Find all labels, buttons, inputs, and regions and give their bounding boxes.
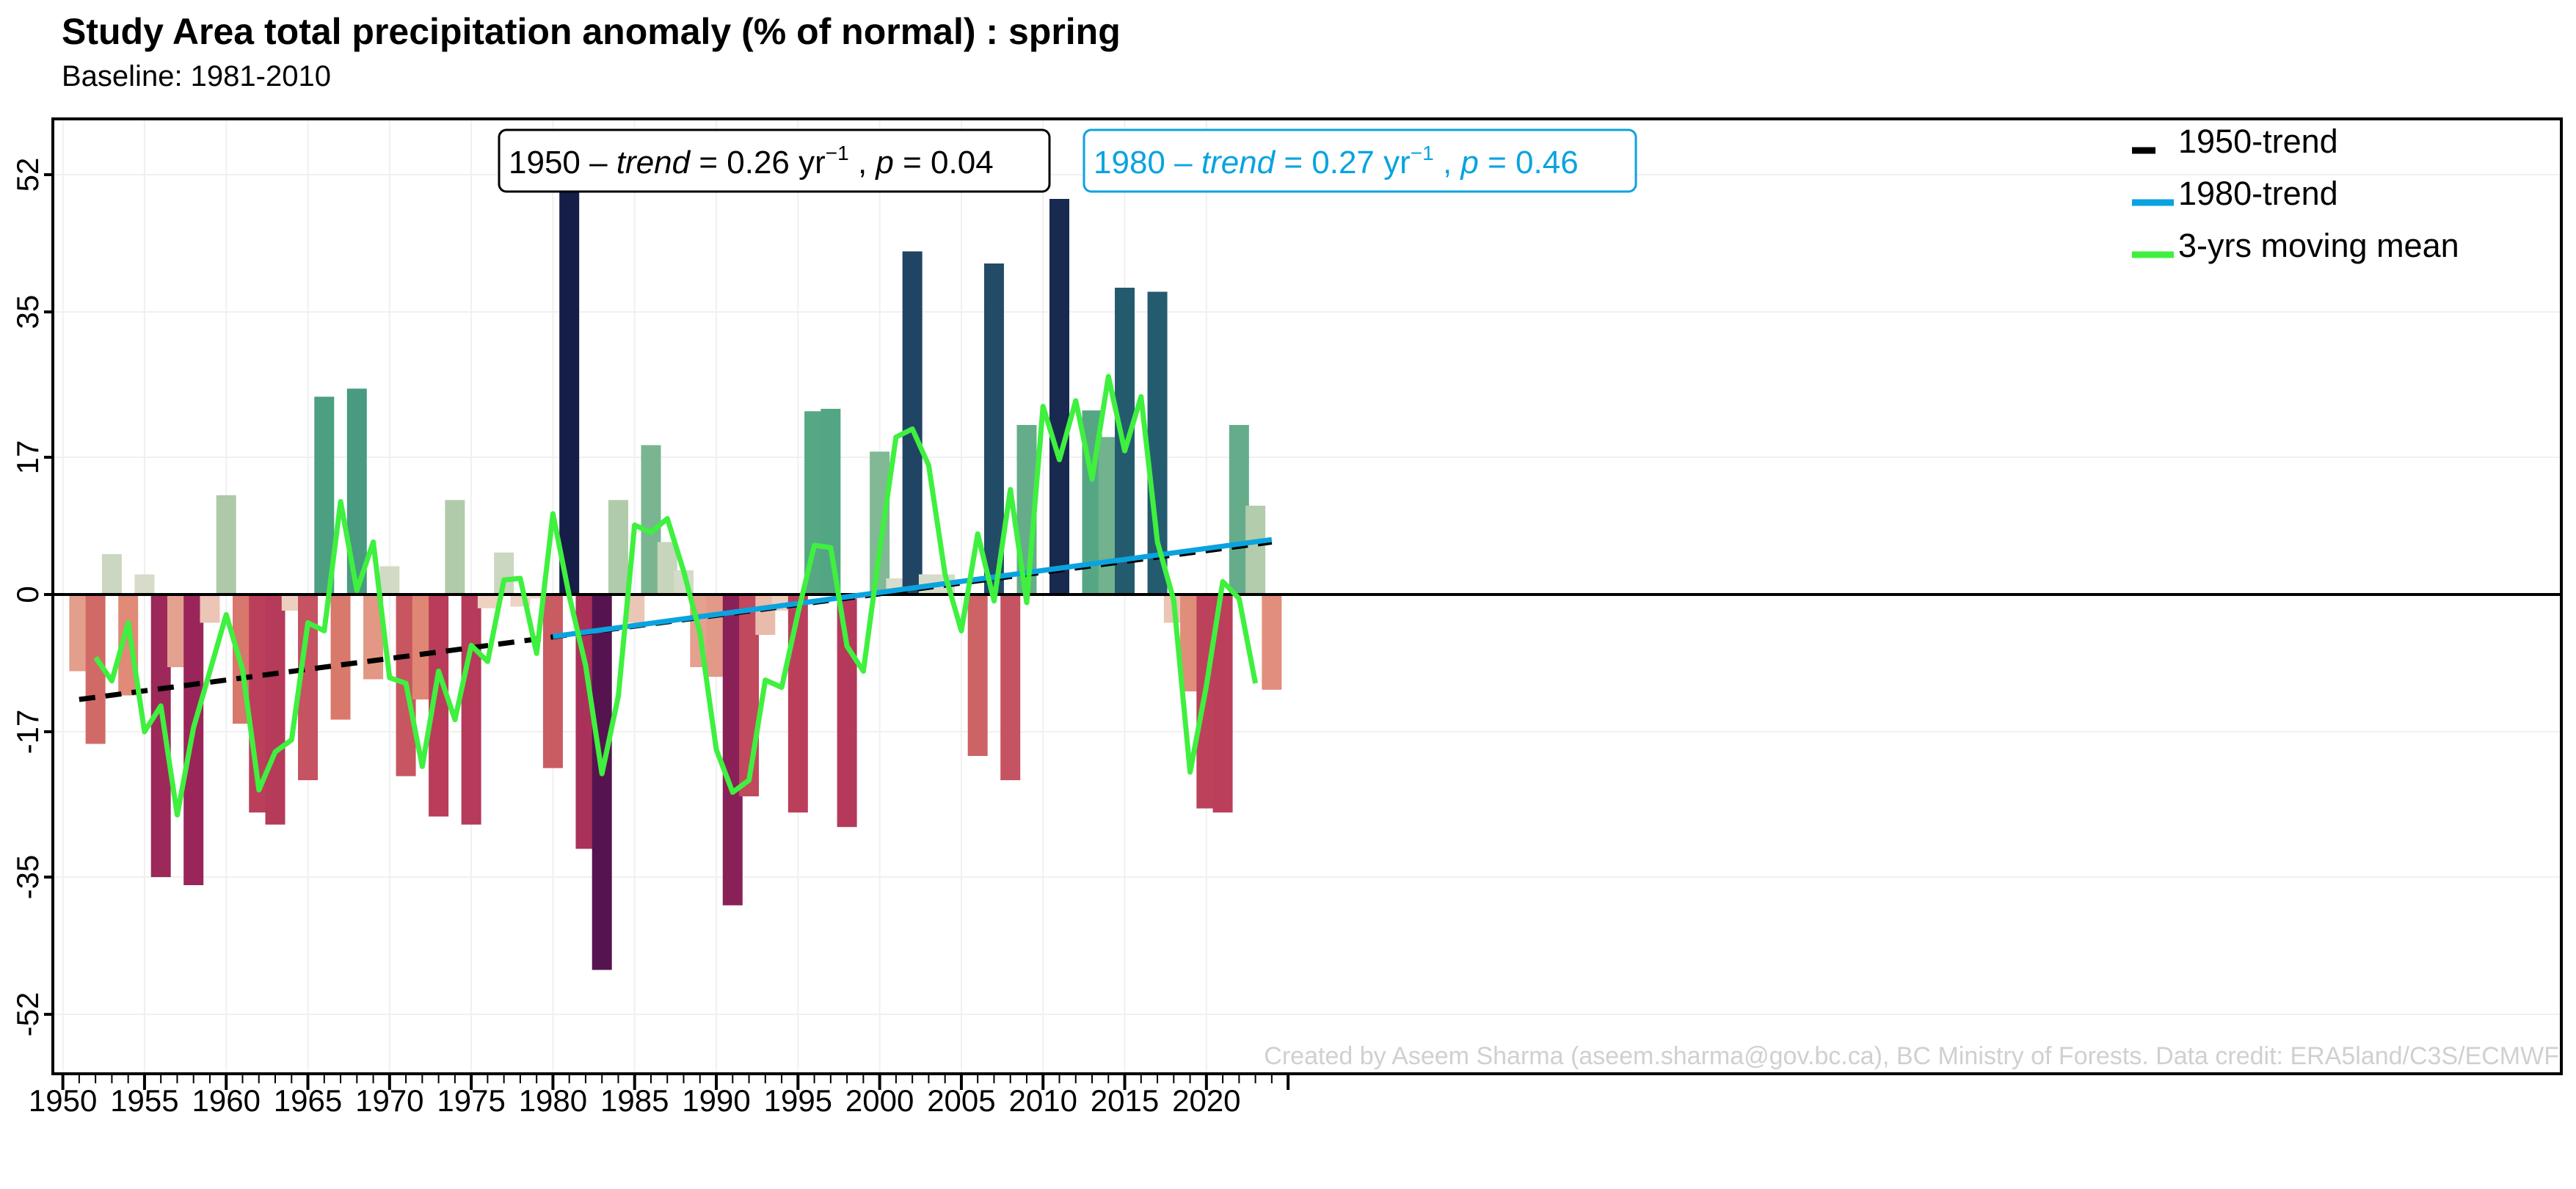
annotation-1980-sep: , [1434,145,1461,181]
bar-2008 [1000,594,1021,780]
y-tick-label-35: 35 [10,295,45,330]
bar-1983 [592,594,612,970]
data-credit: Created by Aseem Sharma (aseem.sharma@go… [1264,1042,2559,1070]
y-tick-label--35: -35 [10,855,45,900]
bar-1963 [265,594,285,825]
x-tick-label-1955: 1955 [110,1083,178,1118]
chart-subtitle: Baseline: 1981-2010 [62,60,331,92]
x-tick-label-1980: 1980 [519,1083,587,1118]
x-tick-label-2000: 2000 [845,1083,914,1118]
bar-2002 [902,251,923,594]
bar-1995 [787,594,808,812]
annotation-1980-box [1083,128,1637,193]
bar-1970 [379,566,400,594]
bar-2023 [1245,506,1266,594]
annotation-1980-p-word: p [1459,145,1478,181]
bar-1997 [821,409,841,594]
bar-1979 [526,594,547,599]
bar-1975 [461,594,481,825]
annotation-1980-trend-word: trend [1201,145,1276,181]
bar-1964 [281,594,302,611]
annotation-1980-start: 1980 – [1094,145,1201,181]
x-tick-label-2015: 2015 [1091,1083,1159,1118]
annotation-1950-text: 1950 – trend = 0.26 yr−1 , p = 0.04 [509,142,994,181]
moving-mean-line [93,374,1259,818]
bar-1955 [134,574,155,594]
plot-frame [51,117,2563,1075]
x-tick-label-1970: 1970 [355,1083,423,1118]
y-tick-label--52: -52 [10,992,45,1037]
moving-mean-series [93,374,1259,818]
y-tick-label-0: 0 [10,586,45,603]
bar-1981 [559,167,580,594]
annotation-1950-trend-value: = 0.26 yr [690,145,826,181]
bar-2011 [1049,199,1069,594]
x-tick-label-1960: 1960 [192,1083,261,1118]
bar-2000 [870,451,890,594]
x-tick-label-1990: 1990 [682,1083,750,1118]
bar-1960 [216,495,236,594]
x-axis: 1950 1955 1960 1965 1970 1975 1980 1985 1990 1995… [29,1074,1290,1118]
x-tick-label-1950: 1950 [29,1083,97,1118]
annotation-1950-trend-word: trend [616,145,691,181]
annotation-1980-exponent: −1 [1411,142,1434,164]
bar-1976 [477,594,498,608]
bar-1974 [445,500,465,594]
bar-1998 [837,594,857,827]
chart-title: Study Area total precipitation anomaly (… [62,11,1121,52]
annotation-1950-p-word: p [874,145,893,181]
bar-1967 [330,594,351,720]
x-tick-label-2010: 2010 [1009,1083,1077,1118]
anomaly-bars [69,167,1282,970]
annotation-1950-exponent: −1 [826,142,849,164]
y-tick-label-17: 17 [10,440,45,475]
trend-line-1980 [552,537,1273,639]
legend-label-moving-mean: 3-yrs moving mean [2178,227,2459,264]
x-tick-label-1965: 1965 [274,1083,342,1118]
y-tick-label--17: -17 [10,710,45,755]
bar-1980 [542,594,563,768]
x-tick-label-2020: 2020 [1172,1083,1240,1118]
annotation-1950-sep: , [849,145,876,181]
annotation-1980: 1980 – trend = 0.27 yr−1 , p = 0.46 [1083,128,1637,193]
trend-line-1950 [79,539,1273,702]
legend: 1950-trend 1980-trend 3-yrs moving mean [2132,123,2459,264]
bar-1953 [101,554,122,594]
trend-lines [79,537,1273,702]
bar-1959 [200,594,220,623]
annotation-1980-p-value: = 0.46 [1479,145,1579,181]
x-tick-label-1985: 1985 [600,1083,669,1118]
x-tick-label-2005: 2005 [927,1083,995,1118]
y-tick-label-52: 52 [10,158,45,192]
annotation-1950-start: 1950 – [509,145,616,181]
annotation-1950-p-value: = 0.04 [894,145,994,181]
bar-2006 [967,594,988,756]
annotation-1980-text: 1980 – trend = 0.27 yr−1 , p = 0.46 [1094,142,1579,181]
bar-1984 [608,500,628,594]
legend-label-1950-trend: 1950-trend [2178,123,2338,160]
y-axis: -52 -35 -17 0 17 35 52 [10,158,53,1037]
legend-label-1980-trend: 1980-trend [2178,175,2338,212]
x-tick-label-1975: 1975 [437,1083,505,1118]
x-tick-label-1995: 1995 [764,1083,832,1118]
annotation-1950: 1950 – trend = 0.26 yr−1 , p = 0.04 [498,128,1051,193]
annotation-1980-trend-value: = 0.27 yr [1275,145,1411,181]
annotation-1950-box [498,128,1051,193]
bar-2024 [1262,594,1282,690]
